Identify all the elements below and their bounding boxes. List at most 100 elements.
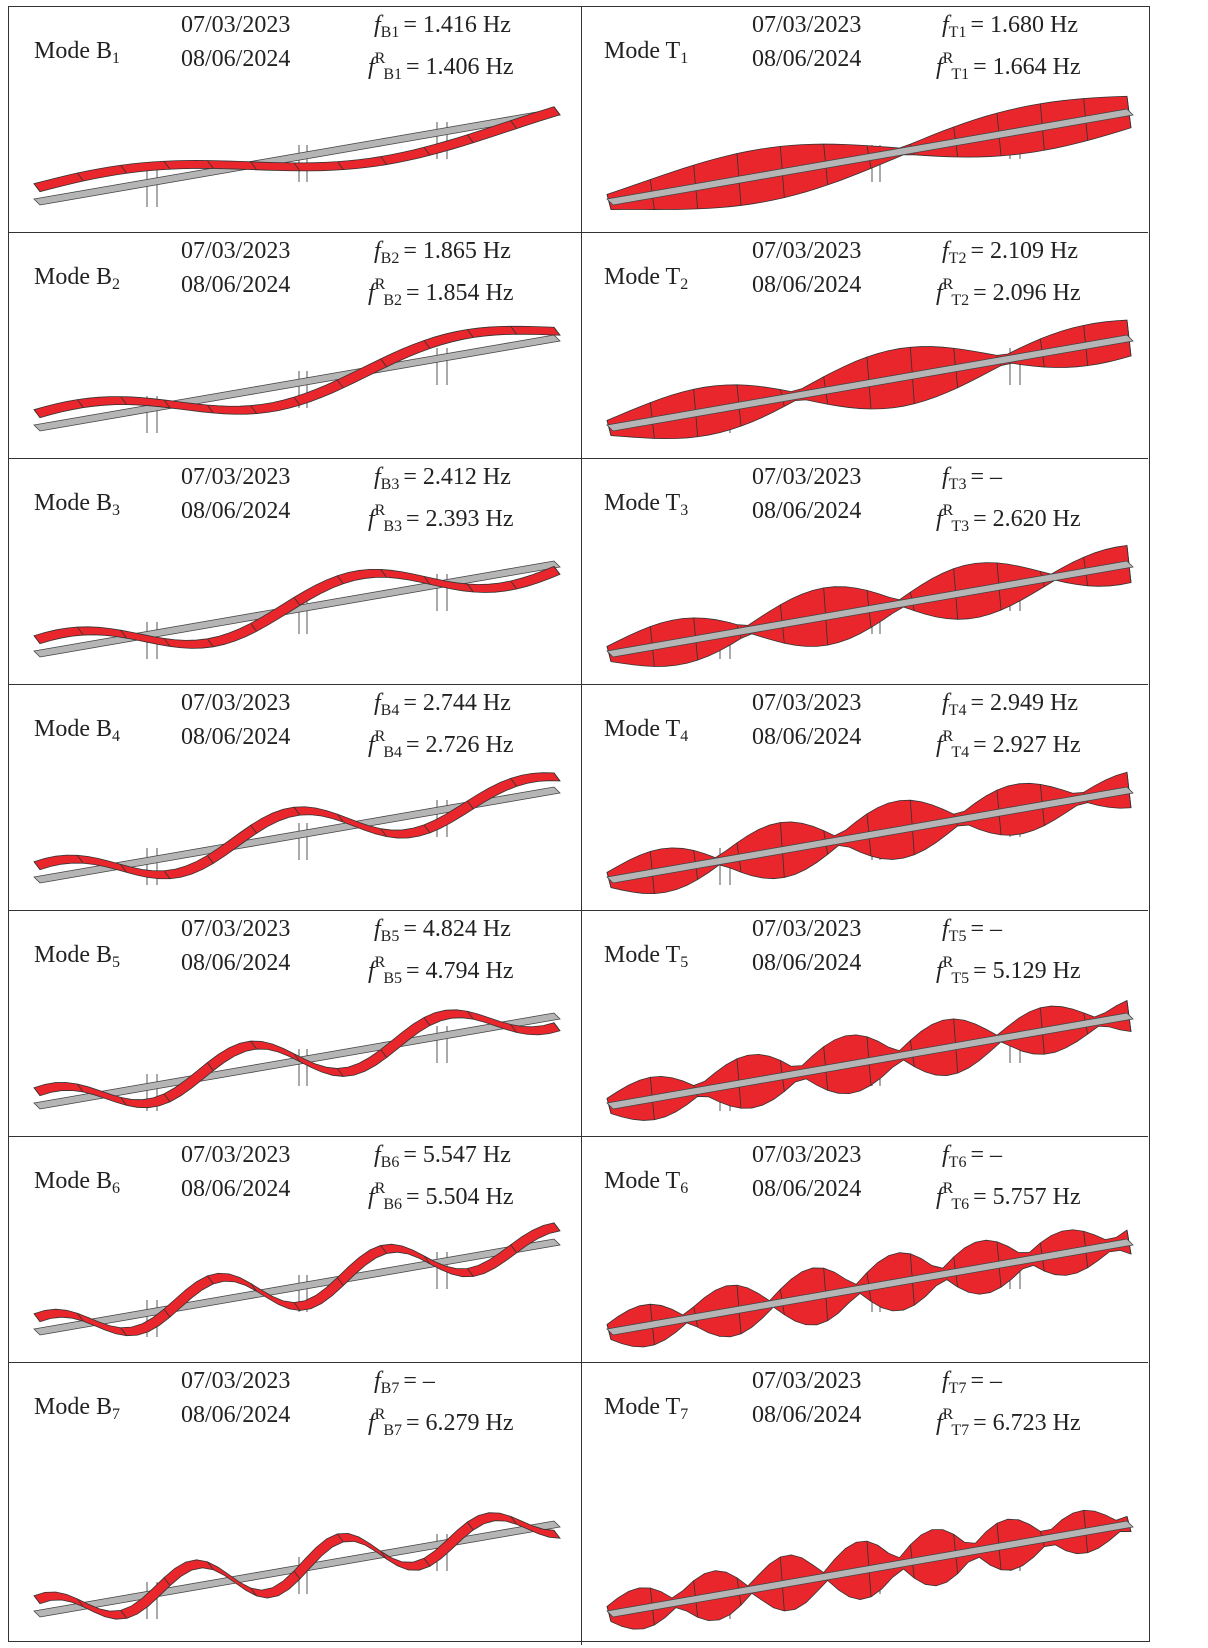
- date-2024: 08/06/2024: [181, 723, 290, 751]
- frequency-2024: fRB1= 1.406 Hz: [368, 45, 514, 89]
- f-symbol: f: [368, 280, 375, 306]
- f-subscript: T5: [951, 970, 969, 987]
- mode-name: Mode T: [604, 1168, 680, 1194]
- f-symbol: f: [368, 732, 375, 758]
- f-symbol: f: [368, 506, 375, 532]
- f-subscript: B4: [383, 744, 402, 761]
- f-subscript: B4: [381, 702, 400, 719]
- f-subscript: T7: [949, 1380, 967, 1397]
- deck: [607, 1521, 1133, 1617]
- date-2023: 07/03/2023: [181, 1367, 290, 1395]
- date-2024: 08/06/2024: [181, 497, 290, 525]
- frequency-2024: fRT6= 5.757 Hz: [936, 1175, 1081, 1219]
- f-value: = 2.620 Hz: [973, 506, 1081, 532]
- f-subscript: T3: [951, 518, 969, 535]
- frequency-2023: fT1= 1.680 Hz: [942, 11, 1078, 47]
- mode-index: 4: [112, 728, 120, 745]
- f-subscript: T1: [949, 24, 967, 41]
- f-subscript: T5: [949, 928, 967, 945]
- f-value: = 2.393 Hz: [406, 506, 514, 532]
- frequency-2023: fB3= 2.412 Hz: [374, 463, 511, 499]
- mode-label: Mode B4: [34, 715, 120, 751]
- f-value: = 1.680 Hz: [970, 12, 1078, 38]
- deck: [34, 335, 560, 431]
- date-2023: 07/03/2023: [752, 1141, 861, 1169]
- frequency-2023: fT3= –: [942, 463, 1002, 499]
- f-symbol: f: [368, 1184, 375, 1210]
- f-symbol: f: [936, 732, 943, 758]
- deck: [34, 1239, 560, 1335]
- f-value: = 2.927 Hz: [973, 732, 1081, 758]
- deformed-deck: [34, 773, 560, 879]
- f-value: = 4.824 Hz: [403, 916, 511, 942]
- frequency-2023: fT6= –: [942, 1141, 1002, 1177]
- deck: [607, 335, 1133, 431]
- f-symbol: f: [368, 1410, 375, 1436]
- frequency-2024: fRB2= 1.854 Hz: [368, 271, 514, 315]
- f-subscript: T1: [951, 66, 969, 83]
- deck: [34, 561, 560, 657]
- mode-label: Mode B3: [34, 489, 120, 525]
- ref-mark: R: [375, 728, 386, 745]
- date-2024: 08/06/2024: [752, 1401, 861, 1429]
- date-2023: 07/03/2023: [752, 915, 861, 943]
- f-value: = 5.129 Hz: [973, 958, 1081, 984]
- mode-index: 3: [680, 502, 688, 519]
- f-subscript: T6: [951, 1196, 969, 1213]
- f-value: = 1.406 Hz: [406, 54, 514, 80]
- ref-mark: R: [943, 1180, 954, 1197]
- mode-index: 1: [112, 50, 120, 67]
- ref-mark: R: [943, 954, 954, 971]
- mode-index: 5: [112, 954, 120, 971]
- date-2024: 08/06/2024: [181, 45, 290, 73]
- f-subscript: B1: [381, 24, 400, 41]
- f-value: = 5.504 Hz: [406, 1184, 514, 1210]
- frequency-2023: fT2= 2.109 Hz: [942, 237, 1078, 273]
- f-value: = 6.723 Hz: [973, 1410, 1081, 1436]
- frequency-2023: fT4= 2.949 Hz: [942, 689, 1078, 725]
- ref-mark: R: [943, 502, 954, 519]
- deformed-deck: [34, 107, 560, 192]
- mode-index: 2: [680, 276, 688, 293]
- ref-mark: R: [943, 276, 954, 293]
- deck: [34, 1013, 560, 1109]
- f-subscript: T6: [949, 1154, 967, 1171]
- mode-cell: Mode T507/03/202308/06/2024fT5= –fRT5= 5…: [582, 911, 1148, 1137]
- frequency-2024: fRT2= 2.096 Hz: [936, 271, 1081, 315]
- f-subscript: T3: [949, 476, 967, 493]
- f-value: = 5.757 Hz: [973, 1184, 1081, 1210]
- mode-name: Mode B: [34, 716, 112, 742]
- mode-label: Mode T1: [604, 37, 688, 73]
- f-symbol: f: [936, 54, 943, 80]
- f-subscript: B6: [383, 1196, 402, 1213]
- f-subscript: B3: [383, 518, 402, 535]
- f-value: = 1.416 Hz: [403, 12, 511, 38]
- deck: [607, 561, 1133, 657]
- f-symbol: f: [942, 1142, 949, 1168]
- mode-name: Mode B: [34, 1394, 112, 1420]
- f-value: = 1.854 Hz: [406, 280, 514, 306]
- mode-name: Mode B: [34, 490, 112, 516]
- mode-label: Mode B2: [34, 263, 120, 299]
- date-2023: 07/03/2023: [752, 689, 861, 717]
- date-2023: 07/03/2023: [181, 1141, 290, 1169]
- frequency-2023: fB4= 2.744 Hz: [374, 689, 511, 725]
- f-value: = 1.664 Hz: [973, 54, 1081, 80]
- f-value: = 2.109 Hz: [970, 238, 1078, 264]
- f-symbol: f: [936, 280, 943, 306]
- mode-index: 7: [680, 1406, 688, 1423]
- mode-label: Mode B7: [34, 1393, 120, 1429]
- mode-label: Mode T7: [604, 1393, 688, 1429]
- frequency-2024: fRT1= 1.664 Hz: [936, 45, 1081, 89]
- mode-table: Mode B107/03/202308/06/2024fB1= 1.416 Hz…: [8, 6, 1150, 1642]
- f-value: = 2.096 Hz: [973, 280, 1081, 306]
- f-symbol: f: [374, 12, 381, 38]
- date-2024: 08/06/2024: [181, 949, 290, 977]
- frequency-2024: fRT4= 2.927 Hz: [936, 723, 1081, 767]
- date-2024: 08/06/2024: [752, 271, 861, 299]
- f-subscript: T2: [951, 292, 969, 309]
- mode-index: 5: [680, 954, 688, 971]
- mode-cell: Mode T307/03/202308/06/2024fT3= –fRT3= 2…: [582, 459, 1148, 685]
- f-value: = 2.412 Hz: [403, 464, 511, 490]
